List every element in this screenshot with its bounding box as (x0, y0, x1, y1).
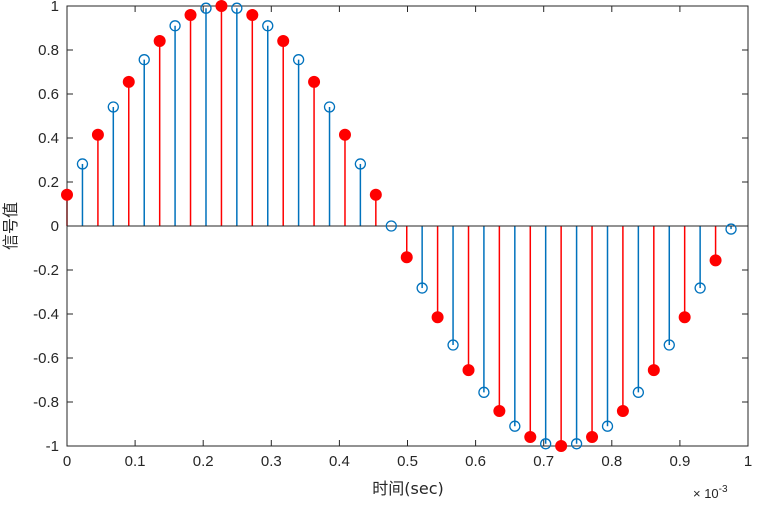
x-tick-label: 0.5 (397, 453, 418, 470)
stem-point-open (540, 438, 552, 450)
stem-point-open (169, 20, 181, 32)
x-tick-label: 0.7 (533, 453, 554, 470)
stem-point-open (663, 339, 675, 351)
stem-point-open (385, 220, 397, 232)
x-tick-label: 0.1 (125, 453, 146, 470)
stem-point-open (138, 54, 150, 66)
stem-point-filled (616, 405, 629, 418)
stem-point-open (447, 339, 459, 351)
stem-point-open (478, 386, 490, 398)
stems-layer (66, 6, 732, 446)
stem-point-filled (524, 430, 537, 443)
y-tick-label: -0.4 (33, 306, 59, 323)
stem-point-open (76, 158, 89, 170)
stem-point-filled (647, 364, 660, 377)
stem-point-open (262, 20, 274, 32)
stem-point-filled (586, 430, 599, 443)
y-axis-title: 信号值 (1, 202, 20, 250)
stem-point-filled (215, 0, 228, 12)
stem-point-open (292, 54, 305, 66)
stem-point-open (354, 158, 367, 170)
y-tick-label: 0.4 (38, 130, 59, 147)
x-tick-label: 0 (63, 453, 71, 470)
stem-point-open (601, 420, 614, 432)
stem-point-filled (91, 128, 104, 141)
stem-point-open (725, 223, 737, 235)
stem-point-filled (184, 9, 197, 22)
x-tick-label: 1 (744, 453, 752, 470)
stem-point-filled (493, 405, 506, 418)
y-tick-label: 0.6 (38, 86, 59, 103)
stem-point-filled (369, 188, 382, 201)
x-tick-label: 0.6 (465, 453, 486, 470)
y-tick-label: -0.8 (33, 394, 59, 411)
x-tick-label: 0.4 (329, 453, 350, 470)
stem-point-filled (555, 440, 568, 452)
stem-point-open (570, 438, 583, 450)
stem-point-filled (308, 75, 321, 88)
y-tick-label: -0.2 (33, 262, 59, 279)
stem-point-open (416, 282, 428, 294)
y-tick-label: 0.2 (38, 174, 59, 191)
x-tick-label: 0.2 (193, 453, 214, 470)
markers-layer (61, 0, 737, 452)
x-axis-exponent-label: × 10-3 (693, 484, 728, 501)
stem-point-filled (400, 251, 413, 264)
stem-point-filled (709, 254, 722, 267)
stem-point-open (231, 2, 243, 14)
x-axis-title: 时间(sec) (372, 479, 443, 498)
stem-point-filled (431, 311, 444, 324)
stem-point-open (632, 386, 645, 398)
stem-point-open (107, 101, 119, 113)
stem-point-open (509, 420, 521, 432)
stem-point-filled (153, 34, 166, 47)
stem-point-open (200, 2, 212, 14)
x-tick-label: 0.8 (601, 453, 622, 470)
stem-point-open (323, 101, 336, 113)
stem-point-filled (246, 9, 259, 22)
stem-point-filled (462, 364, 475, 377)
stem-point-open (694, 282, 706, 294)
y-tick-label: -0.6 (33, 350, 59, 367)
stem-point-filled (678, 311, 691, 324)
y-tick-label: 1 (51, 0, 59, 15)
stem-point-filled (338, 128, 351, 141)
ticks-layer: 0 0.1 0.2 0.3 0.4 0.5 0.6 0.7 0.8 0.9 1 1 0.8 0.6 0.4 0… (33, 0, 752, 470)
y-tick-label: 0 (51, 218, 59, 235)
stem-point-filled (61, 188, 73, 201)
y-tick-label: -1 (46, 438, 59, 455)
stem-point-filled (277, 34, 290, 47)
y-tick-label: 0.8 (38, 42, 59, 59)
x-tick-label: 0.9 (669, 453, 690, 470)
stem-point-filled (122, 75, 135, 88)
x-tick-label: 0.3 (261, 453, 282, 470)
